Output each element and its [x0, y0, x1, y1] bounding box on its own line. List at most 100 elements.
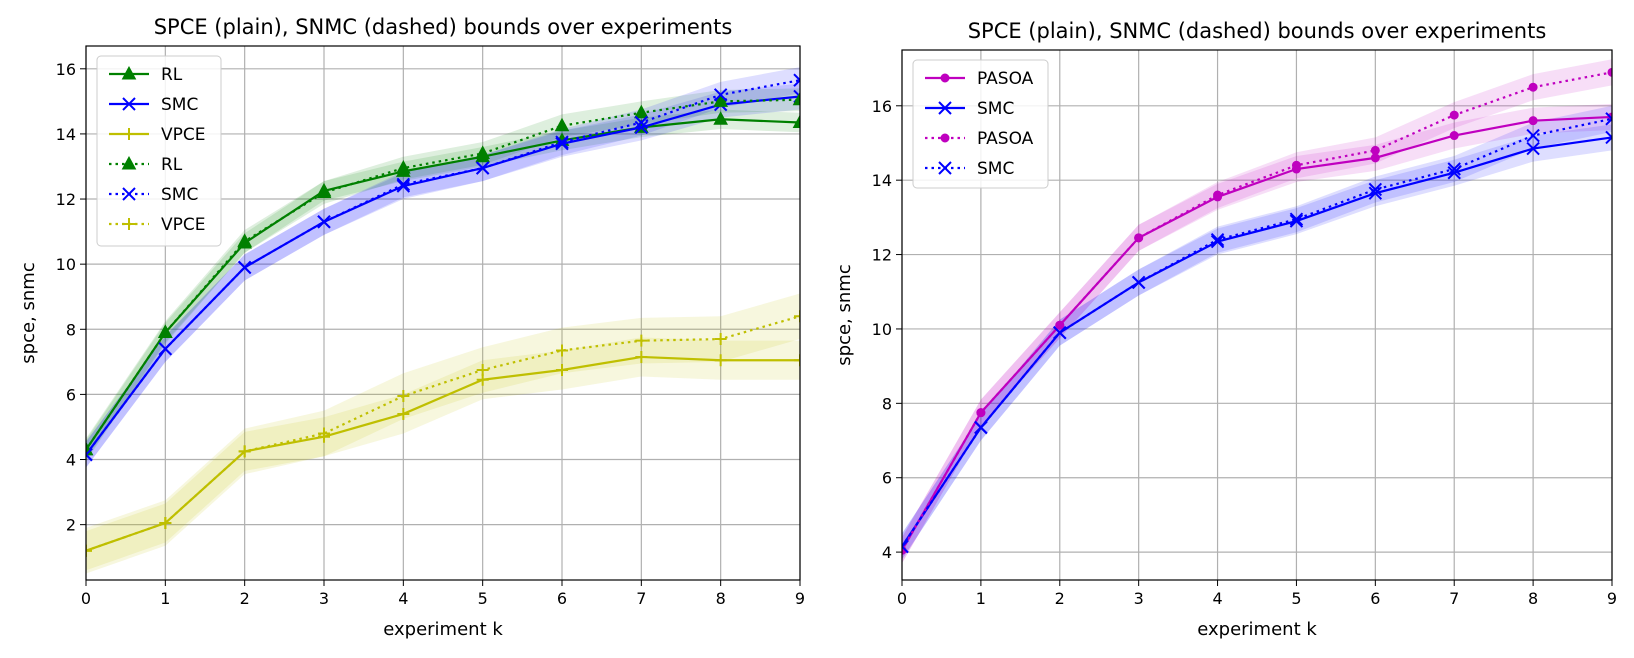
data-point — [237, 260, 252, 275]
data-point — [475, 161, 490, 175]
data-point — [1291, 160, 1301, 170]
data-point — [476, 363, 489, 376]
data-point — [714, 354, 727, 367]
axes-frame — [85, 45, 801, 581]
data-point — [1131, 275, 1146, 290]
data-point — [713, 93, 729, 107]
data-point — [635, 334, 648, 347]
data-point — [237, 233, 253, 247]
y-tick-label: 8 — [882, 394, 892, 413]
x-tick-label: 1 — [976, 589, 986, 608]
data-point — [634, 115, 649, 130]
data-point — [635, 350, 648, 363]
legend: RL SMC VPCE RL SMC VPCE — [96, 55, 222, 247]
x-tick-label: 8 — [716, 589, 726, 608]
data-point — [1213, 190, 1223, 200]
y-tick-label: 6 — [882, 469, 892, 488]
data-point — [794, 354, 800, 367]
y-tick-label: 12 — [872, 246, 892, 265]
data-point — [1370, 145, 1380, 155]
legend-label: PASOA — [977, 129, 1034, 149]
series-line — [86, 98, 800, 451]
x-tick-label: 6 — [1370, 589, 1380, 608]
confidence-band — [86, 83, 800, 468]
data-point — [714, 333, 727, 346]
legend-marker — [122, 187, 136, 201]
data-point — [86, 544, 92, 557]
data-point — [556, 344, 568, 357]
axes-frame — [901, 49, 1613, 581]
data-point — [1449, 131, 1459, 141]
data-point — [1447, 166, 1461, 180]
data-point — [397, 407, 410, 420]
data-point — [902, 539, 909, 554]
data-point — [634, 120, 649, 135]
confidence-band — [86, 88, 800, 462]
legend-marker — [123, 128, 135, 140]
x-tick-label: 1 — [160, 589, 170, 608]
y-axis-label: spce, snmc — [834, 264, 855, 365]
data-point — [1055, 320, 1065, 330]
x-tick-label: 2 — [240, 589, 250, 608]
series-line — [86, 79, 800, 456]
x-axis-label: experiment k — [383, 619, 503, 640]
y-tick-label: 4 — [66, 451, 76, 470]
y-tick-label: 10 — [56, 255, 76, 274]
x-tick-label: 5 — [478, 589, 488, 608]
x-tick-label: 4 — [1212, 589, 1222, 608]
legend-marker — [122, 97, 136, 111]
y-tick-label: 6 — [66, 385, 76, 404]
x-tick-label: 9 — [1607, 589, 1617, 608]
legend-label: SMC — [977, 159, 1014, 179]
data-point — [1370, 153, 1380, 163]
x-tick-label: 6 — [557, 589, 567, 608]
y-tick-label: 10 — [872, 320, 892, 339]
legend-marker — [940, 73, 950, 83]
data-point — [1210, 234, 1225, 249]
data-point — [1528, 116, 1538, 126]
data-point — [974, 420, 988, 435]
y-tick-label: 8 — [66, 320, 76, 339]
data-point — [1210, 232, 1225, 247]
y-tick-label: 16 — [872, 97, 892, 116]
data-point — [794, 310, 800, 323]
data-point — [555, 136, 569, 151]
y-tick-label: 16 — [56, 60, 76, 79]
series-line — [902, 115, 1612, 551]
x-tick-label: 9 — [795, 589, 805, 608]
y-tick-label: 12 — [56, 190, 76, 209]
legend-marker — [938, 161, 952, 175]
data-point — [1526, 128, 1540, 143]
data-point — [556, 363, 568, 376]
x-tick-label: 7 — [636, 589, 646, 608]
legend-label: SMC — [161, 95, 198, 115]
data-point — [793, 73, 800, 87]
data-point — [396, 179, 411, 193]
chart-title: SPCE (plain), SNMC (dashed) bounds over … — [968, 19, 1547, 43]
x-tick-label: 2 — [1055, 589, 1065, 608]
data-point — [713, 111, 729, 125]
legend-label: VPCE — [161, 125, 206, 145]
confidence-band — [86, 293, 800, 574]
data-point — [316, 184, 332, 199]
x-tick-label: 0 — [897, 589, 907, 608]
data-point — [238, 445, 251, 458]
y-tick-label: 14 — [56, 125, 76, 144]
legend-box — [912, 59, 1049, 189]
data-point — [1605, 112, 1612, 126]
data-point — [157, 324, 173, 339]
data-point — [1449, 110, 1459, 120]
data-point — [1134, 233, 1144, 243]
data-point — [1605, 130, 1612, 145]
data-point — [317, 215, 331, 229]
x-tick-label: 5 — [1291, 589, 1301, 608]
y-tick-label: 4 — [882, 543, 892, 562]
data-point — [86, 447, 93, 462]
confidence-band — [902, 103, 1612, 564]
chart-title: SPCE (plain), SNMC (dashed) bounds over … — [154, 15, 733, 39]
data-point — [1607, 67, 1612, 77]
series-line — [86, 315, 800, 552]
